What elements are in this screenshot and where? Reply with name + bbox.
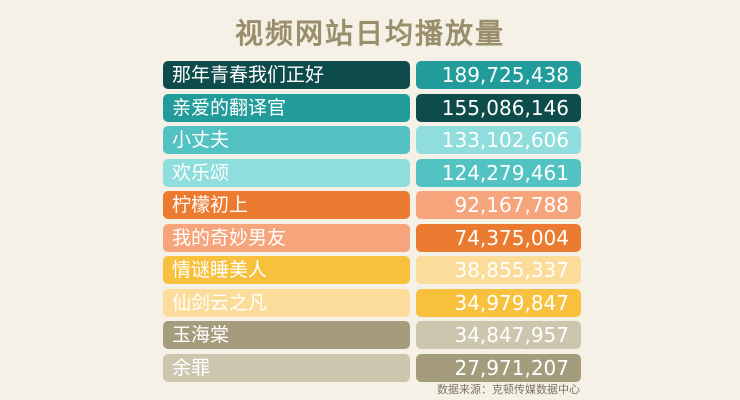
table-row: 我的奇妙男友 74,375,004 [163, 223, 581, 252]
daily-views-cell: 27,971,207 [416, 353, 581, 382]
ranking-table: 那年青春我们正好 189,725,438 亲爱的翻译官 155,086,146 小丈夫 1… [163, 61, 581, 386]
show-name-cell: 余罪 [163, 353, 410, 382]
show-name-cell: 亲爱的翻译官 [163, 93, 410, 122]
table-row: 小丈夫 133,102,606 [163, 126, 581, 154]
show-name-cell: 小丈夫 [163, 126, 410, 154]
chart-title: 视频网站日均播放量 [234, 17, 505, 50]
data-source-note: 数据来源：克顿传媒数据中心 [437, 383, 580, 396]
show-name-cell: 柠檬初上 [163, 191, 410, 219]
table-row: 柠檬初上 92,167,788 [163, 191, 581, 219]
show-name-cell: 玉海棠 [163, 321, 410, 349]
table-row: 那年青春我们正好 189,725,438 [163, 61, 581, 89]
daily-views-cell: 34,979,847 [416, 288, 581, 317]
show-name-cell: 欢乐颂 [163, 158, 410, 187]
table-row: 亲爱的翻译官 155,086,146 [163, 93, 581, 122]
daily-views-cell: 92,167,788 [416, 191, 581, 219]
show-name-cell: 仙剑云之凡 [163, 288, 410, 317]
daily-views-cell: 189,725,438 [416, 61, 581, 89]
daily-views-cell: 124,279,461 [416, 158, 581, 187]
table-row: 余罪 27,971,207 [163, 353, 581, 382]
daily-views-cell: 34,847,957 [416, 321, 581, 349]
daily-views-cell: 133,102,606 [416, 126, 581, 154]
show-name-cell: 情谜睡美人 [163, 256, 410, 284]
show-name-cell: 我的奇妙男友 [163, 223, 410, 252]
table-row: 仙剑云之凡 34,979,847 [163, 288, 581, 317]
daily-views-cell: 38,855,337 [416, 256, 581, 284]
show-name-cell: 那年青春我们正好 [163, 61, 410, 89]
table-row: 玉海棠 34,847,957 [163, 321, 581, 349]
table-row: 情谜睡美人 38,855,337 [163, 256, 581, 284]
daily-views-cell: 74,375,004 [416, 223, 581, 252]
daily-views-cell: 155,086,146 [416, 93, 581, 122]
table-row: 欢乐颂 124,279,461 [163, 158, 581, 187]
